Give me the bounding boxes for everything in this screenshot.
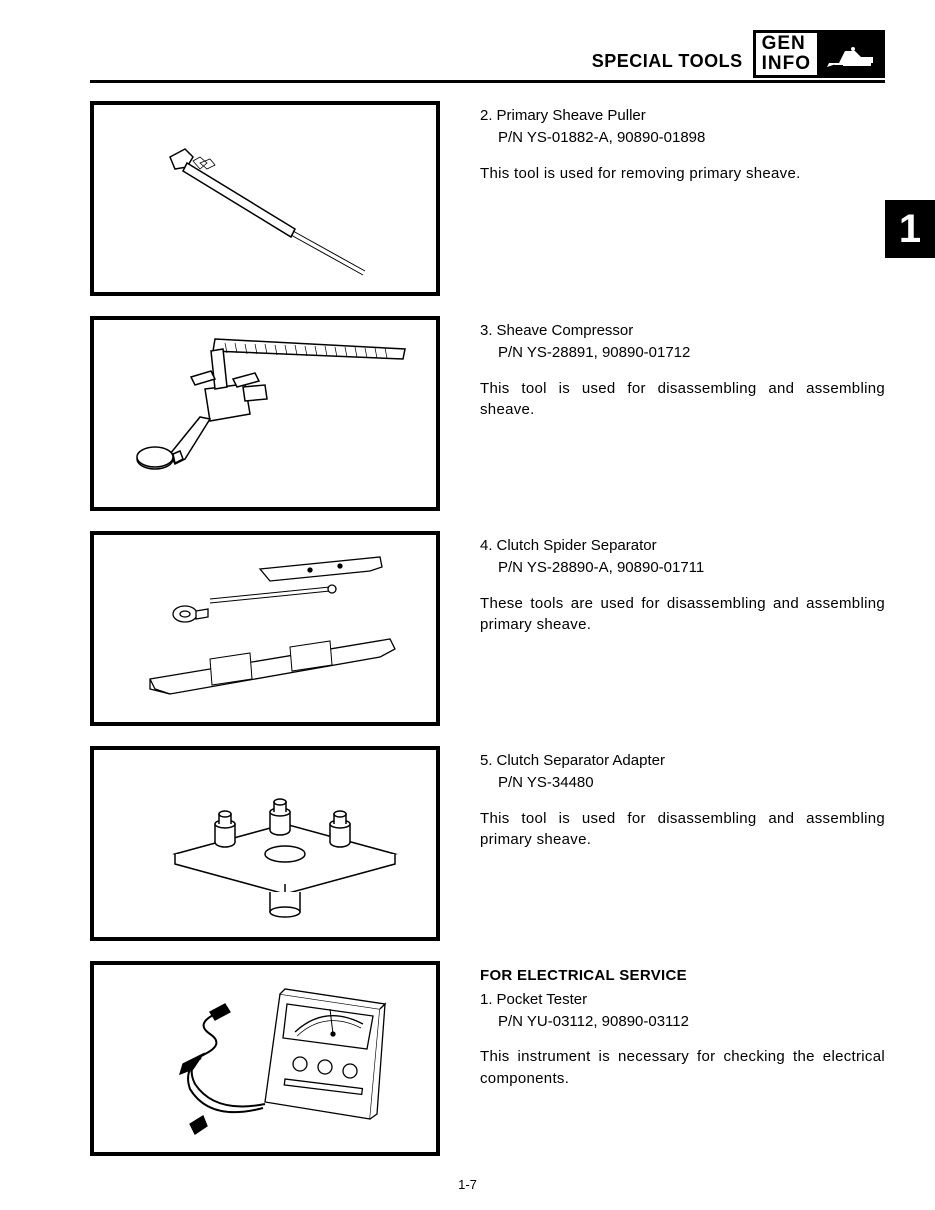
- tool-illustration-4: [90, 531, 440, 726]
- tool-row: 3. Sheave Compressor P/N YS-28891, 90890…: [90, 316, 885, 511]
- snowmobile-icon: [820, 33, 882, 75]
- chapter-tab: 1: [885, 200, 935, 258]
- page-header: SPECIAL TOOLS GEN INFO: [90, 30, 885, 83]
- tool-text-2: 2. Primary Sheave Puller P/N YS-01882-A,…: [480, 101, 885, 184]
- tool-illustration-3: [90, 316, 440, 511]
- tool-text-4: 4. Clutch Spider Separator P/N YS-28890-…: [480, 531, 885, 636]
- item-description: These tools are used for disassembling a…: [480, 593, 885, 637]
- header-category-box: GEN INFO: [753, 30, 885, 78]
- item-number: 5.: [480, 750, 493, 772]
- item-title: Pocket Tester: [497, 989, 588, 1011]
- item-number: 2.: [480, 105, 493, 127]
- tool-row: 5. Clutch Separator Adapter P/N YS-34480…: [90, 746, 885, 941]
- tool-text-electrical-1: FOR ELECTRICAL SERVICE 1. Pocket Tester …: [480, 961, 885, 1090]
- electrical-section-heading: FOR ELECTRICAL SERVICE: [480, 965, 885, 987]
- item-number: 3.: [480, 320, 493, 342]
- page-number: 1-7: [458, 1177, 477, 1192]
- part-number: P/N YS-28890-A, 90890-01711: [480, 557, 885, 579]
- item-title: Sheave Compressor: [497, 320, 634, 342]
- header-line1: GEN: [762, 34, 811, 54]
- item-description: This tool is used for removing primary s…: [480, 163, 885, 185]
- item-title: Primary Sheave Puller: [497, 105, 646, 127]
- tool-text-3: 3. Sheave Compressor P/N YS-28891, 90890…: [480, 316, 885, 421]
- tool-text-5: 5. Clutch Separator Adapter P/N YS-34480…: [480, 746, 885, 851]
- item-number: 1.: [480, 989, 493, 1011]
- item-description: This tool is used for disassembling and …: [480, 808, 885, 852]
- item-description: This instrument is necessary for checkin…: [480, 1046, 885, 1090]
- part-number: P/N YS-28891, 90890-01712: [480, 342, 885, 364]
- tool-row: FOR ELECTRICAL SERVICE 1. Pocket Tester …: [90, 961, 885, 1156]
- header-category-label: GEN INFO: [756, 33, 817, 75]
- part-number: P/N YS-01882-A, 90890-01898: [480, 127, 885, 149]
- part-number: P/N YS-34480: [480, 772, 885, 794]
- item-number: 4.: [480, 535, 493, 557]
- tool-illustration-electrical-1: [90, 961, 440, 1156]
- section-title: SPECIAL TOOLS: [592, 51, 743, 78]
- tool-row: 2. Primary Sheave Puller P/N YS-01882-A,…: [90, 101, 885, 296]
- tool-row: 4. Clutch Spider Separator P/N YS-28890-…: [90, 531, 885, 726]
- content-area: 2. Primary Sheave Puller P/N YS-01882-A,…: [90, 101, 885, 1156]
- item-description: This tool is used for disassembling and …: [480, 378, 885, 422]
- tool-illustration-5: [90, 746, 440, 941]
- item-title: Clutch Spider Separator: [497, 535, 657, 557]
- part-number: P/N YU-03112, 90890-03112: [480, 1011, 885, 1033]
- item-title: Clutch Separator Adapter: [497, 750, 665, 772]
- tool-illustration-2: [90, 101, 440, 296]
- header-line2: INFO: [762, 54, 811, 74]
